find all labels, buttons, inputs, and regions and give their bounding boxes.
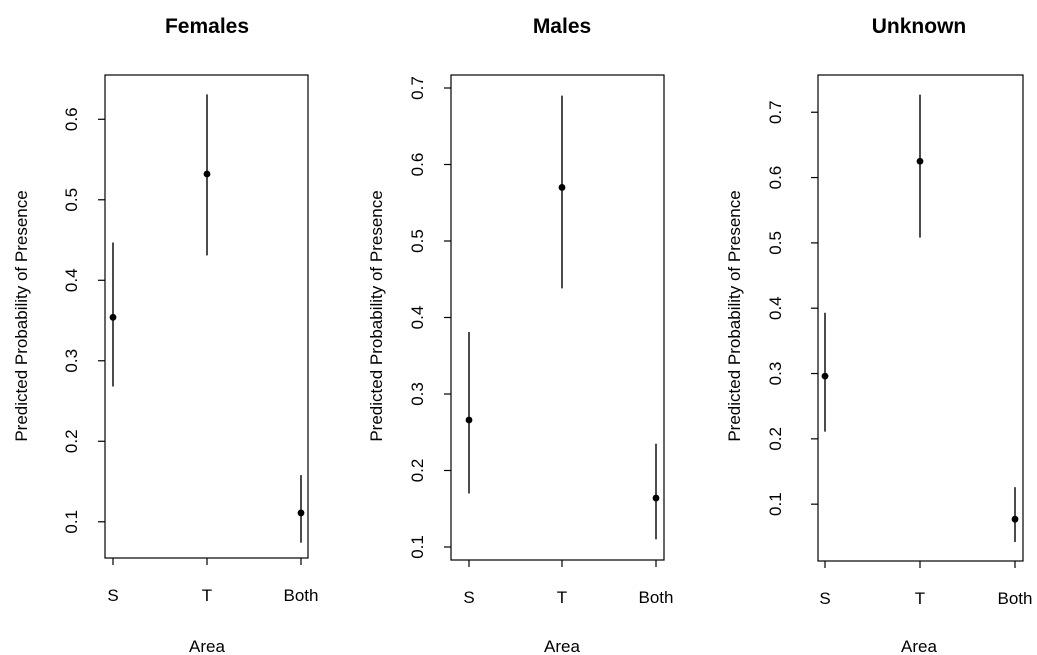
y-tick-label: 0.6 xyxy=(62,107,81,131)
y-axis-label: Predicted Probability of Presence xyxy=(367,190,386,441)
data-point xyxy=(821,372,829,380)
panel-females: Females Predicted Probability of Presenc… xyxy=(12,15,318,655)
x-tick-label: S xyxy=(463,588,474,607)
data-point xyxy=(652,494,660,502)
y-tick-label: 0.2 xyxy=(766,427,785,451)
x-tick-label: Both xyxy=(639,588,674,607)
x-tick-label: Both xyxy=(998,589,1033,608)
x-axis-label: Area xyxy=(189,637,225,655)
x-tick-label: Both xyxy=(284,586,319,605)
data-point xyxy=(109,313,117,321)
x-axis-label: Area xyxy=(544,637,580,655)
x-axis-label: Area xyxy=(901,637,937,655)
x-tick-label: T xyxy=(202,586,212,605)
y-tick-label: 0.2 xyxy=(62,429,81,453)
data-point xyxy=(297,509,305,517)
y-tick-label: 0.5 xyxy=(62,188,81,212)
x-axis: S T Both xyxy=(819,561,1032,608)
data-point xyxy=(203,170,211,178)
panel-males: Males Predicted Probability of Presence … xyxy=(367,15,673,655)
data-marks xyxy=(109,94,305,543)
y-tick-label: 0.7 xyxy=(408,76,427,100)
panel-unknown: Unknown Predicted Probability of Presenc… xyxy=(725,15,1032,655)
y-tick-label: 0.4 xyxy=(408,306,427,330)
y-tick-label: 0.6 xyxy=(408,153,427,177)
data-marks xyxy=(465,95,660,540)
x-tick-label: T xyxy=(915,589,925,608)
y-tick-label: 0.3 xyxy=(408,382,427,406)
y-tick-label: 0.6 xyxy=(766,166,785,190)
y-tick-label: 0.5 xyxy=(766,231,785,255)
data-point xyxy=(1011,515,1019,523)
data-marks xyxy=(821,94,1019,543)
y-axis: 0.1 0.2 0.3 0.4 0.5 0.6 xyxy=(62,107,105,534)
y-tick-label: 0.3 xyxy=(766,362,785,386)
y-tick-label: 0.5 xyxy=(408,229,427,253)
y-tick-label: 0.4 xyxy=(62,268,81,292)
data-point xyxy=(465,416,473,424)
x-tick-label: T xyxy=(557,588,567,607)
plot-frame xyxy=(450,74,665,561)
x-tick-label: S xyxy=(107,586,118,605)
x-axis: S T Both xyxy=(463,560,673,607)
y-tick-label: 0.3 xyxy=(62,349,81,373)
chart-title: Unknown xyxy=(872,15,967,38)
y-axis: 0.1 0.2 0.3 0.4 0.5 0.6 0.7 xyxy=(766,100,818,516)
x-tick-label: S xyxy=(819,589,830,608)
y-axis: 0.1 0.2 0.3 0.4 0.5 0.6 0.7 xyxy=(408,76,451,559)
y-tick-label: 0.1 xyxy=(408,535,427,559)
chart-title: Females xyxy=(165,15,249,38)
y-tick-label: 0.1 xyxy=(62,510,81,534)
y-axis-label: Predicted Probability of Presence xyxy=(12,190,31,441)
data-point xyxy=(916,157,924,165)
y-tick-label: 0.4 xyxy=(766,296,785,320)
x-axis: S T Both xyxy=(107,558,318,605)
y-axis-label: Predicted Probability of Presence xyxy=(725,190,744,441)
y-tick-label: 0.7 xyxy=(766,100,785,124)
chart-title: Males xyxy=(533,15,591,38)
y-tick-label: 0.1 xyxy=(766,492,785,516)
data-point xyxy=(558,184,566,191)
y-tick-label: 0.2 xyxy=(408,459,427,483)
